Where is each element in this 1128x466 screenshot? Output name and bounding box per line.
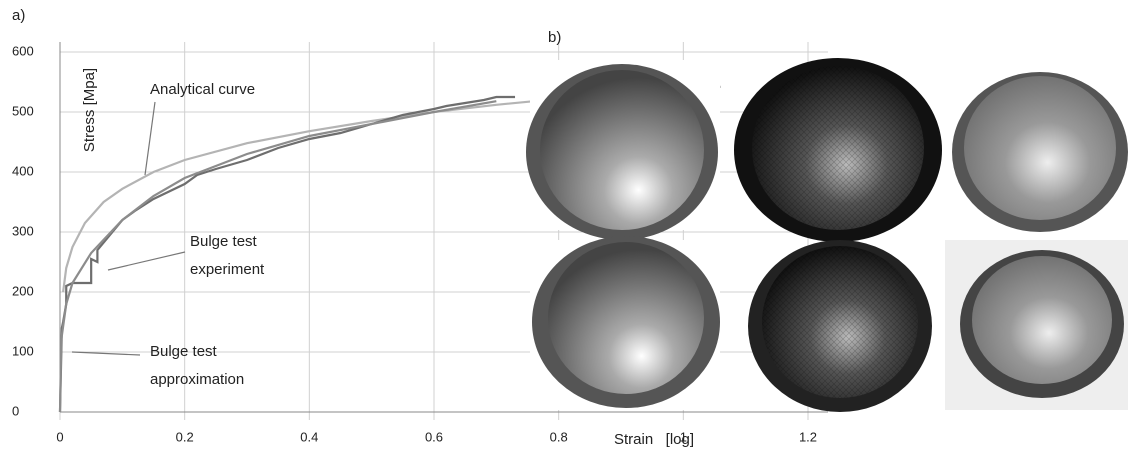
photos xyxy=(526,58,1128,412)
y-tick-label: 500 xyxy=(12,103,34,118)
x-tick-label: 1 xyxy=(680,429,687,444)
series-line xyxy=(58,95,516,413)
x-tick-label: 0.8 xyxy=(550,429,568,444)
annotation-arrow xyxy=(107,251,186,271)
y-axis-label: Stress [Mpa] xyxy=(81,68,98,152)
photo-mesh xyxy=(762,246,918,398)
y-tick-label: 100 xyxy=(12,343,34,358)
annotation: Analytical curve xyxy=(150,81,255,98)
photo-dome xyxy=(540,70,704,230)
photo-dome xyxy=(964,76,1116,220)
y-tick-label: 400 xyxy=(12,163,34,178)
x-tick-label: 1.2 xyxy=(799,429,817,444)
x-tick-label: 0 xyxy=(56,429,63,444)
series-line xyxy=(62,85,721,293)
annotation: Bulge test approximation xyxy=(150,343,244,388)
x-tick-label: 0.2 xyxy=(176,429,194,444)
panel-label: a) xyxy=(12,7,25,24)
photo-mesh xyxy=(752,66,924,230)
x-tick-label: 0.6 xyxy=(425,429,443,444)
annotation-arrow xyxy=(71,351,141,356)
annotation: Bulge test experiment xyxy=(190,233,265,278)
series-line xyxy=(58,100,497,413)
photo-dome xyxy=(548,242,704,394)
plot-area: 0 100 200 300 400 500 600 0 0.2 0.4 0.6 0.8 1 1.2 xyxy=(12,42,828,444)
x-axis-label: Strain [log] xyxy=(614,431,694,448)
y-tick-label: 0 xyxy=(12,403,19,418)
annotation-arrow xyxy=(144,101,156,176)
photo-dome xyxy=(972,256,1112,384)
x-tick-label: 0.4 xyxy=(300,429,318,444)
y-tick-label: 300 xyxy=(12,223,34,238)
panel-label: b) xyxy=(548,29,561,46)
y-tick-label: 200 xyxy=(12,283,34,298)
y-tick-label: 600 xyxy=(12,43,34,58)
